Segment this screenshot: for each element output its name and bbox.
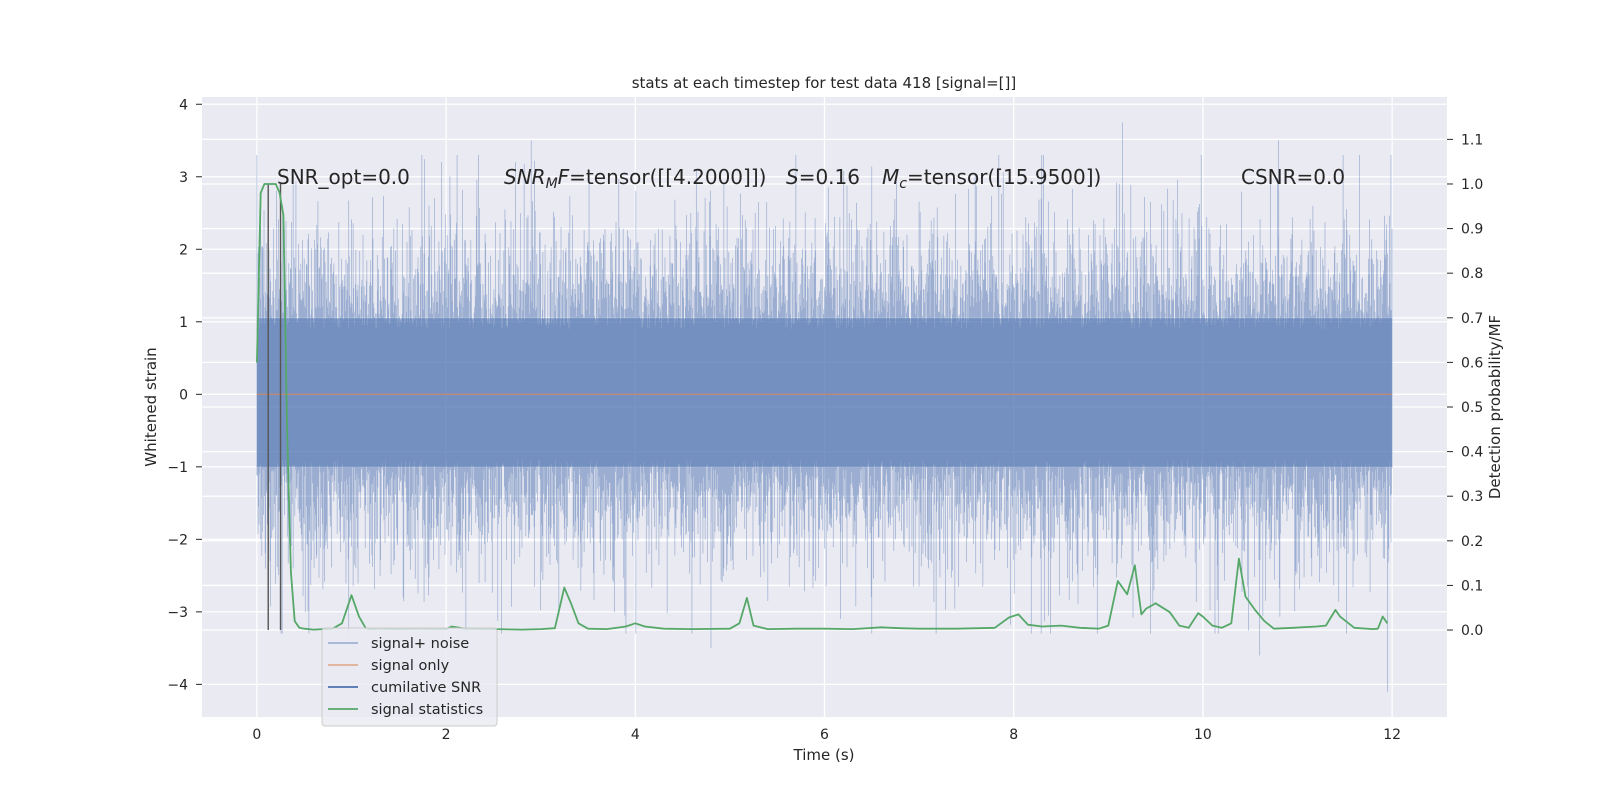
legend-item-signal-only: signal only [328,658,450,674]
signal-noise-series [256,122,1393,692]
x-axis-label: Time (s) [793,746,855,764]
x-tick-label: 12 [1383,727,1401,743]
y-tick-label-right: 0.7 [1461,311,1483,327]
y-axis-label-left: Whitened strain [142,347,160,466]
y-tick-label-left: −4 [167,677,188,693]
y-tick-label-left: 4 [179,97,188,113]
y-tick-label-left: −2 [167,532,188,548]
legend-label: signal only [371,658,450,674]
legend-item-cumulative-snr: cumilative SNR [328,680,481,696]
y-tick-label-right: 0.1 [1461,578,1483,594]
y-tick-label-right: 1.0 [1461,177,1483,193]
annotation-snr-mf: SNRMF=tensor([[4.2000]]) [504,165,766,192]
y-tick-label-right: 0.8 [1461,266,1483,282]
y-tick-label-left: −1 [167,460,188,476]
legend-item-signal-statistics: signal statistics [328,702,483,718]
y-tick-label-left: 1 [179,315,188,331]
y-tick-label-right: 0.9 [1461,222,1483,238]
annotation-s: S=0.16 [786,165,860,189]
legend-label: signal statistics [371,702,483,718]
y-tick-label-left: 0 [179,387,188,403]
legend-item-signal-noise: signal+ noise [328,636,469,652]
x-tick-label: 2 [442,727,451,743]
annotation-snr-opt: SNR_opt=0.0 [277,165,410,189]
chart-title: stats at each timestep for test data 418… [632,74,1017,92]
y-tick-label-left: −3 [167,605,188,621]
y-tick-label-left: 3 [179,170,188,186]
annotation-csnr: CSNR=0.0 [1241,165,1345,189]
x-tick-label: 10 [1194,727,1212,743]
x-tick-label: 6 [820,727,829,743]
y-tick-label-right: 0.3 [1461,489,1483,505]
y-axis-label-right: Detection probability/MF [1486,315,1504,499]
x-tick-label: 0 [252,727,261,743]
y-tick-label-right: 0.6 [1461,355,1483,371]
noise-strokes [256,122,1393,692]
legend-box [321,627,498,727]
y-tick-label-right: 0.5 [1461,400,1483,416]
x-tick-label: 4 [631,727,640,743]
legend: signal+ noise signal only cumilative SNR… [321,627,498,727]
annotation-mc: Mc=tensor([15.9500]) [882,165,1101,192]
y-tick-label-right: 0.2 [1461,534,1483,550]
legend-label: signal+ noise [371,636,469,652]
y-tick-label-left: 2 [179,242,188,258]
y-tick-label-right: 1.1 [1461,132,1483,148]
legend-label: cumilative SNR [371,680,481,696]
axis-ticks: 0 2 4 6 8 10 1243210−1−2−3−41.11.00.90.80.70.6… [167,97,1483,743]
y-tick-label-right: 0.4 [1461,445,1483,461]
y-tick-label-right: 0.0 [1461,623,1483,639]
x-tick-label: 8 [1009,727,1018,743]
